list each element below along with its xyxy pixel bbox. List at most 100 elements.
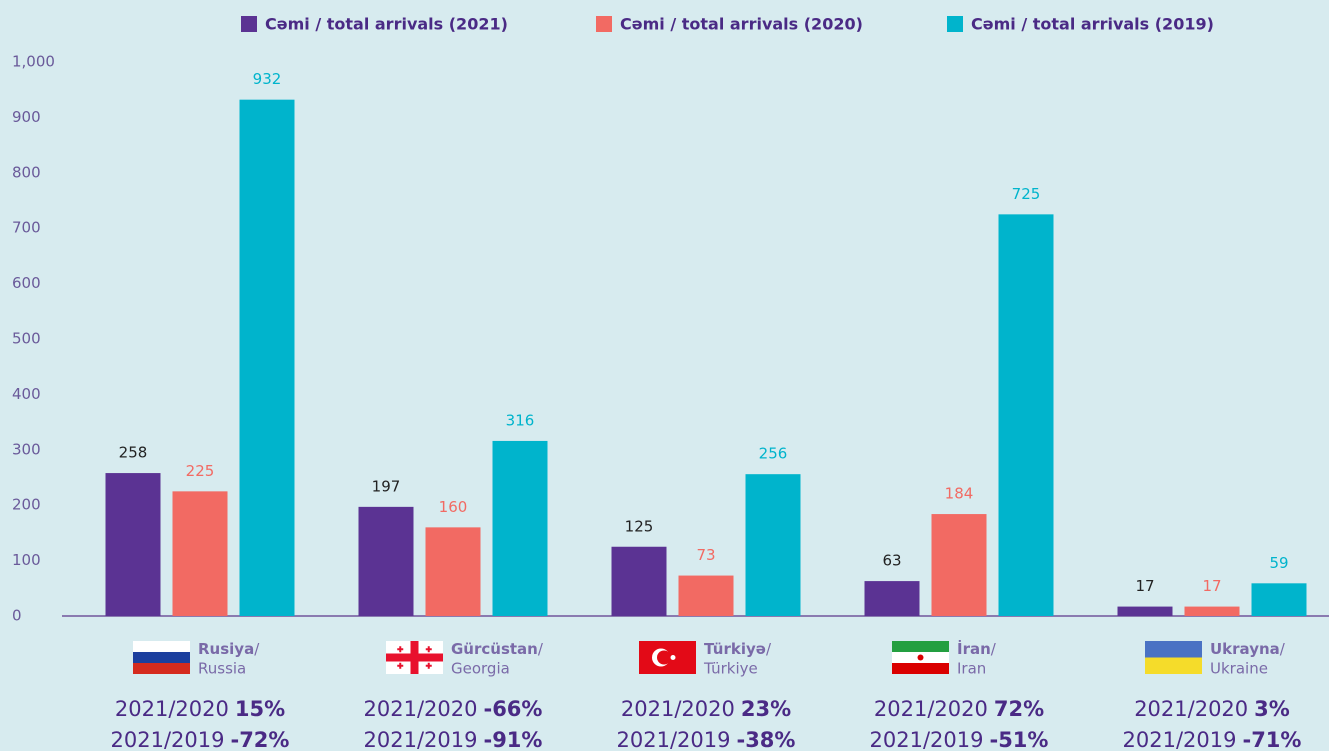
category-name-az: Türkiyə (704, 640, 766, 658)
legend-label: Cəmi / total arrivals (2021) (265, 15, 508, 34)
category-label-az: Ukrayna/ (1210, 640, 1286, 658)
x-tick-label: Georgia (451, 660, 510, 678)
comparison-label: 2021/2019 (111, 728, 225, 751)
bar (611, 546, 667, 616)
y-tick-label: 600 (12, 274, 41, 292)
flag-part (670, 655, 676, 660)
y-tick-label: 200 (12, 496, 41, 514)
value-label: 316 (506, 411, 535, 429)
comparison-label: 2021/2020 (1134, 697, 1248, 721)
bar (1117, 606, 1173, 616)
legend-swatch (947, 16, 963, 32)
flag-part (133, 663, 190, 674)
flag-part (427, 662, 430, 669)
comparison-value: 3% (1254, 697, 1290, 721)
comparison-value: -71% (1242, 728, 1301, 751)
legend-label: Cəmi / total arrivals (2020) (620, 15, 863, 34)
flag (386, 641, 443, 674)
x-tick-label: Ukraine (1210, 660, 1268, 678)
comparison: 2021/2019 -51% (870, 728, 1049, 751)
x-tick-label: Türkiye (703, 660, 758, 678)
value-label: 125 (625, 517, 654, 535)
flag-part (386, 653, 443, 662)
comparison-label: 2021/2019 (364, 728, 478, 751)
category-name-az: İran (957, 639, 991, 658)
legend-label: Cəmi / total arrivals (2019) (971, 15, 1214, 34)
x-tick-label: Iran (957, 660, 986, 678)
comparison: 2021/2020 23% (621, 697, 791, 721)
category-label-az: Gürcüstan/ (451, 640, 544, 658)
separator: / (538, 640, 544, 658)
flag-part (427, 646, 430, 653)
value-label: 59 (1269, 554, 1288, 572)
category-label-az: İran/ (957, 639, 997, 658)
y-tick-label: 1,000 (12, 53, 55, 71)
flag-part (399, 662, 402, 669)
flag (133, 641, 190, 674)
value-label: 725 (1012, 185, 1041, 203)
category-label-az: Türkiyə/ (704, 640, 772, 658)
separator: / (991, 640, 997, 658)
category-name-az: Ukrayna (1210, 640, 1280, 658)
flag-part (917, 654, 924, 661)
legend-swatch (241, 16, 257, 32)
bar (998, 214, 1054, 616)
bar (239, 99, 295, 616)
bar (678, 575, 734, 616)
separator: / (1280, 640, 1286, 658)
x-tick-label: Russia (198, 660, 246, 678)
comparison: 2021/2020 3% (1134, 697, 1290, 721)
flag-part (657, 650, 671, 665)
value-label: 258 (119, 444, 148, 462)
comparison: 2021/2020 15% (115, 697, 285, 721)
bar (172, 491, 228, 616)
comparison-label: 2021/2019 (617, 728, 731, 751)
value-label: 73 (696, 546, 715, 564)
value-label: 160 (439, 498, 468, 516)
flag (639, 641, 696, 674)
comparison-value: 15% (235, 697, 285, 721)
comparison: 2021/2019 -91% (364, 728, 543, 751)
comparison-label: 2021/2020 (364, 697, 478, 721)
flag-part (892, 663, 949, 674)
flag (1145, 641, 1202, 674)
category-name-az: Rusiya (198, 640, 254, 658)
bar (1184, 606, 1240, 616)
comparison-value: -72% (230, 728, 289, 751)
flag (892, 641, 949, 674)
comparison: 2021/2019 -71% (1123, 728, 1302, 751)
comparison-value: -66% (483, 697, 542, 721)
bar (105, 473, 161, 616)
flag-part (892, 641, 949, 652)
comparison: 2021/2019 -38% (617, 728, 796, 751)
value-label: 17 (1202, 577, 1221, 595)
comparison-label: 2021/2019 (870, 728, 984, 751)
comparison-value: 23% (741, 697, 791, 721)
category-label-az: Rusiya/ (198, 640, 260, 658)
comparison-value: 72% (994, 697, 1044, 721)
y-tick-label: 100 (12, 551, 41, 569)
value-label: 256 (759, 445, 788, 463)
bar (492, 440, 548, 616)
y-tick-label: 800 (12, 163, 41, 181)
y-tick-label: 700 (12, 219, 41, 237)
y-tick-label: 300 (12, 440, 41, 458)
flag-part (1145, 641, 1202, 658)
value-label: 184 (945, 485, 974, 503)
comparison: 2021/2019 -72% (111, 728, 290, 751)
legend-swatch (596, 16, 612, 32)
separator: / (254, 640, 260, 658)
comparison: 2021/2020 -66% (364, 697, 543, 721)
value-label: 63 (882, 552, 901, 570)
y-tick-label: 900 (12, 108, 41, 126)
bar (425, 527, 481, 616)
bar (1251, 583, 1307, 616)
flag-part (1145, 657, 1202, 674)
bar (864, 581, 920, 616)
flag-part (133, 641, 190, 652)
value-label: 17 (1135, 577, 1154, 595)
comparison-label: 2021/2020 (115, 697, 229, 721)
comparison-value: -91% (483, 728, 542, 751)
